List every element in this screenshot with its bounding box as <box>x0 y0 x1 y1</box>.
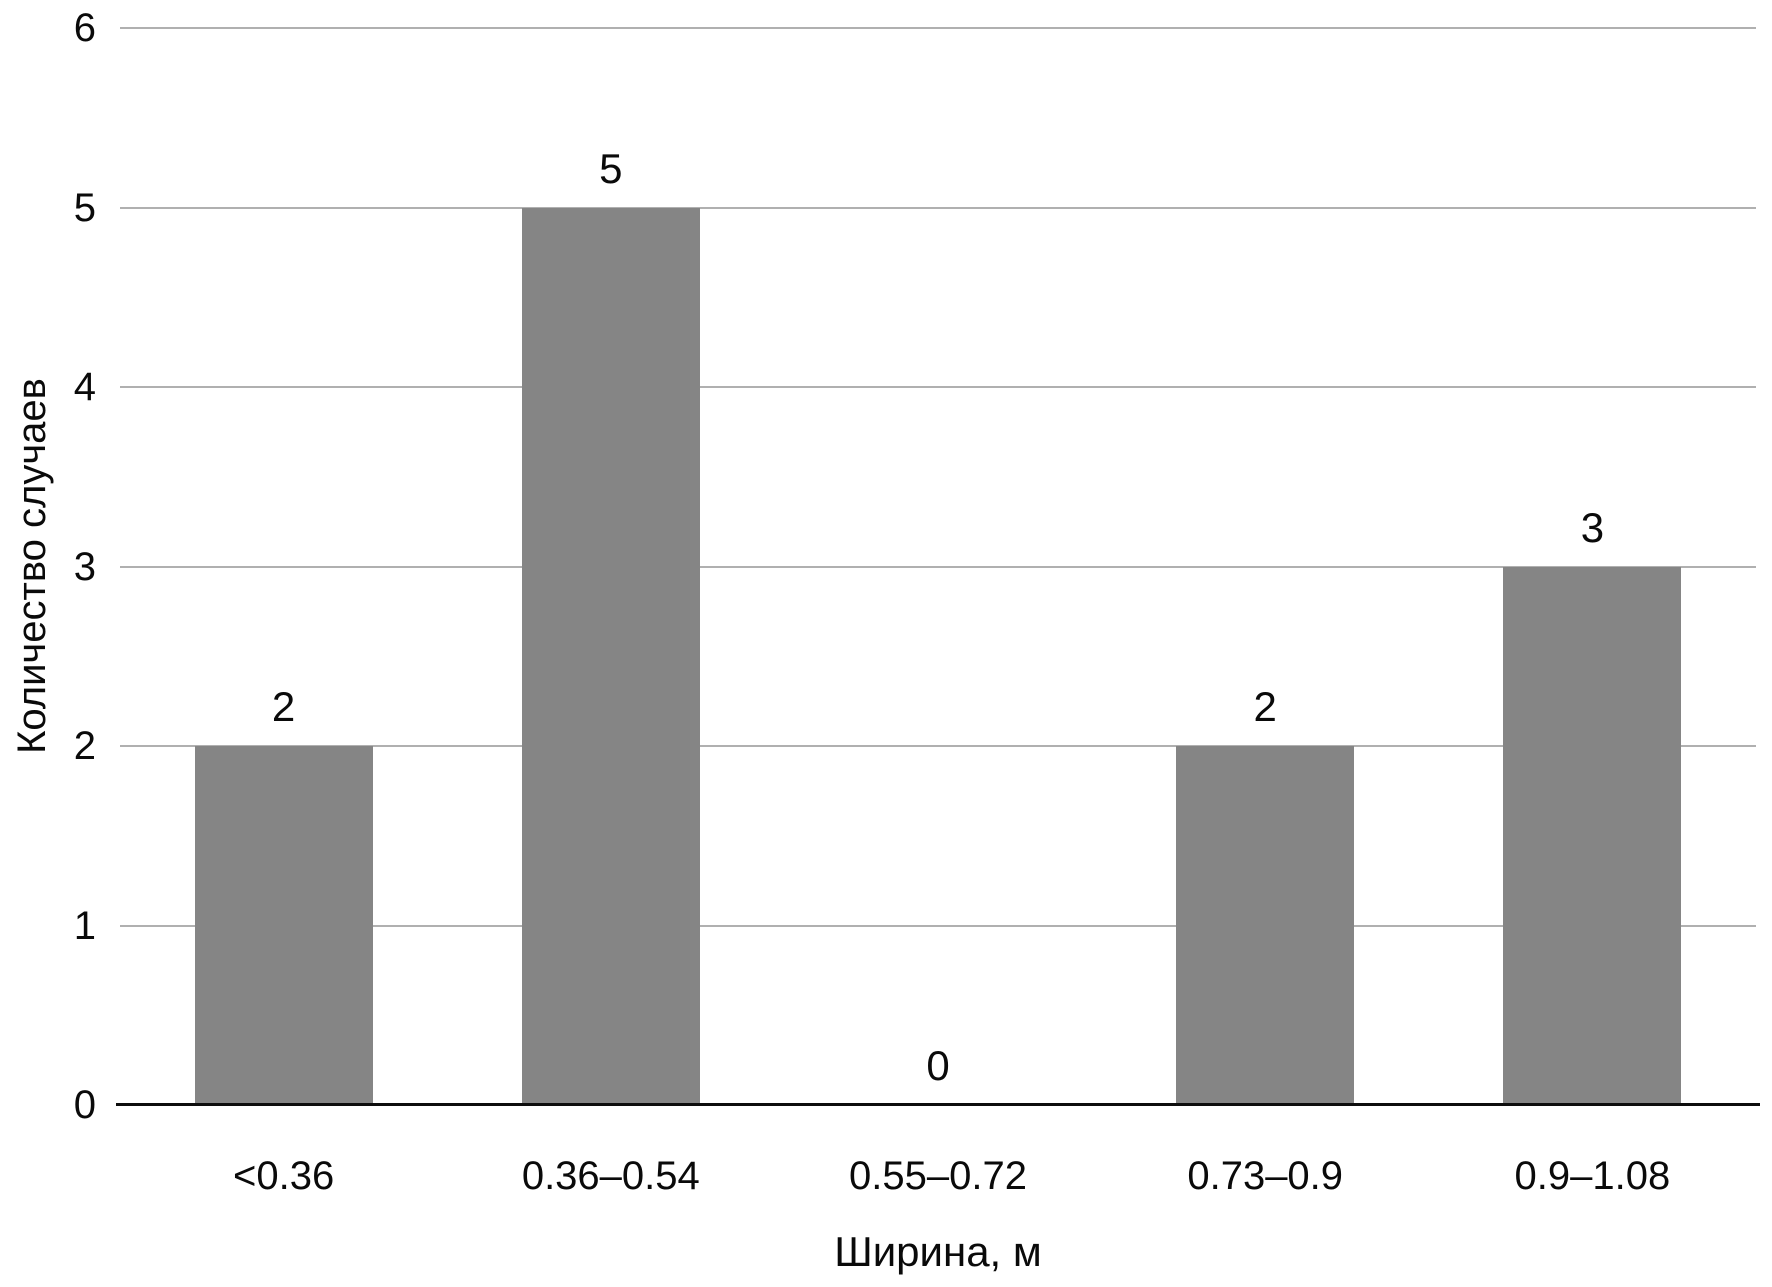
bar <box>521 207 700 1105</box>
x-tick-label: 0.73–0.9 <box>1187 1154 1344 1198</box>
y-tick-label: 4 <box>73 365 96 409</box>
y-tick-label: 0 <box>73 1083 96 1127</box>
gridline <box>120 206 1756 209</box>
y-tick-label: 1 <box>73 903 96 948</box>
bar-value-label: 2 <box>271 683 296 730</box>
x-tick-label: 0.55–0.72 <box>849 1154 1027 1198</box>
x-axis-line <box>116 1103 1760 1106</box>
gridline <box>120 386 1756 388</box>
x-tick-label: <0.36 <box>232 1154 335 1198</box>
gridline <box>120 745 1756 747</box>
y-axis-tick-labels: 0 1 2 3 4 5 6 <box>0 8 96 1125</box>
bar-value-label: 5 <box>599 144 623 192</box>
x-axis-title: Ширина, м <box>834 1228 1042 1275</box>
bar <box>194 746 373 1105</box>
x-axis-tick-labels: <0.36 0.36–0.54 0.55–0.72 0.73–0.9 0.9–1.08 <box>120 1152 1756 1202</box>
bar-value-label: 3 <box>1580 503 1605 551</box>
bar <box>1503 566 1682 1105</box>
gridline <box>120 27 1756 29</box>
x-tick-label: 0.9–1.08 <box>1514 1154 1671 1198</box>
bar-value-label: 0 <box>926 1042 950 1089</box>
y-tick-label: 3 <box>73 544 96 589</box>
plot-area: 2 5 0 2 3 <box>116 27 1760 1106</box>
bar <box>1176 746 1355 1105</box>
y-tick-label: 6 <box>73 6 96 50</box>
y-tick-label: 2 <box>73 724 96 768</box>
x-tick-label: 0.36–0.54 <box>521 1154 700 1198</box>
gridline <box>120 924 1756 927</box>
y-tick-label: 5 <box>73 185 96 230</box>
gridline <box>120 565 1756 568</box>
bar-value-label: 2 <box>1253 683 1277 730</box>
